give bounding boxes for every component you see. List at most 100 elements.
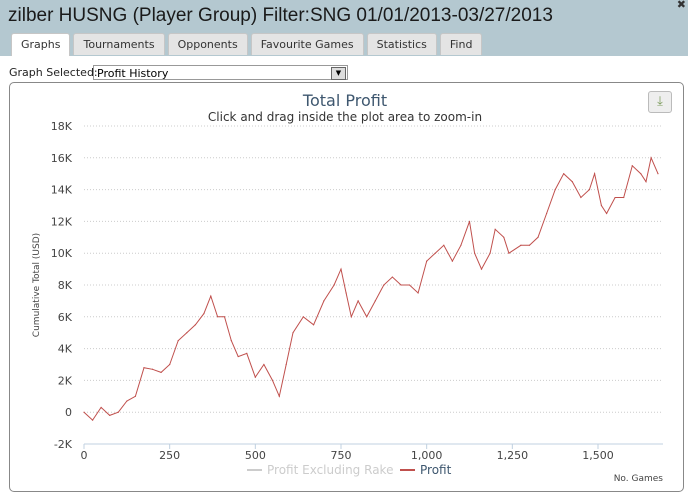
x-tick-label: 1,500 bbox=[582, 449, 614, 462]
data-point bbox=[278, 395, 280, 397]
data-point bbox=[426, 260, 428, 262]
y-tick-label: 4K bbox=[58, 343, 73, 356]
close-icon[interactable]: ✖ bbox=[676, 0, 686, 11]
data-point bbox=[503, 236, 505, 238]
tab-favourite-games[interactable]: Favourite Games bbox=[250, 33, 364, 55]
data-point bbox=[340, 268, 342, 270]
chart-title: Total Profit bbox=[302, 91, 387, 110]
data-point bbox=[451, 260, 453, 262]
data-point bbox=[528, 244, 531, 246]
x-tick-label: 250 bbox=[159, 449, 180, 462]
y-tick-label: 12K bbox=[51, 215, 73, 228]
data-point bbox=[508, 252, 510, 254]
data-point bbox=[460, 244, 462, 246]
data-point bbox=[285, 363, 287, 366]
data-point bbox=[408, 284, 411, 286]
data-point bbox=[468, 220, 471, 222]
data-point bbox=[614, 196, 616, 199]
y-tick-label: -2K bbox=[54, 438, 73, 451]
y-tick-label: 16K bbox=[51, 152, 73, 165]
data-point bbox=[443, 244, 445, 246]
chart-panel bbox=[9, 82, 684, 492]
data-point bbox=[571, 181, 573, 183]
data-point bbox=[345, 292, 347, 294]
graph-select[interactable]: Profit History ▼ bbox=[93, 65, 348, 80]
data-point bbox=[434, 252, 436, 254]
x-axis-label: No. Games bbox=[614, 474, 664, 484]
data-point bbox=[640, 173, 642, 175]
graph-select-value: Profit History bbox=[97, 67, 169, 80]
data-point bbox=[383, 284, 385, 286]
y-axis-label: Cumulative Total (USD) bbox=[32, 233, 42, 337]
data-point bbox=[391, 276, 393, 278]
data-point bbox=[593, 173, 596, 175]
y-tick-label: 6K bbox=[58, 311, 73, 324]
data-point bbox=[177, 340, 179, 342]
data-point bbox=[151, 368, 154, 370]
data-point bbox=[143, 367, 145, 369]
data-point bbox=[366, 316, 368, 318]
data-point bbox=[203, 313, 205, 315]
data-point bbox=[333, 284, 335, 286]
y-tick-label: 8K bbox=[58, 279, 73, 292]
legend-item-profit: Profit bbox=[420, 463, 452, 477]
data-point bbox=[554, 189, 556, 191]
data-point bbox=[546, 212, 548, 215]
data-point bbox=[83, 411, 85, 413]
tab-bar: Graphs Tournaments Opponents Favourite G… bbox=[11, 33, 483, 56]
data-point bbox=[520, 244, 522, 246]
data-point bbox=[254, 376, 256, 378]
data-point bbox=[588, 189, 591, 191]
x-tick-label: 750 bbox=[331, 449, 352, 462]
legend-item-profit-excluding-rake: Profit Excluding Rake bbox=[267, 463, 393, 477]
data-point bbox=[350, 316, 352, 318]
data-point bbox=[117, 411, 119, 413]
data-point bbox=[91, 419, 94, 421]
data-point bbox=[631, 165, 633, 167]
data-point bbox=[480, 268, 483, 270]
data-point bbox=[194, 324, 196, 326]
data-point bbox=[169, 363, 171, 366]
data-point bbox=[537, 236, 539, 238]
y-tick-label: 0 bbox=[65, 406, 72, 419]
data-point bbox=[323, 300, 325, 302]
data-point bbox=[650, 157, 652, 159]
data-point bbox=[186, 332, 188, 334]
data-point bbox=[563, 173, 565, 175]
data-point bbox=[230, 340, 232, 342]
title-bar: zilber HUSNG (Player Group) Filter:SNG 0… bbox=[0, 0, 688, 56]
data-point bbox=[600, 204, 603, 207]
data-point bbox=[210, 295, 212, 297]
x-tick-label: 1,250 bbox=[497, 449, 529, 462]
data-point bbox=[580, 196, 582, 199]
data-point bbox=[237, 355, 239, 358]
data-point bbox=[494, 228, 496, 230]
data-point bbox=[100, 406, 102, 409]
data-point bbox=[312, 324, 315, 326]
download-icon[interactable]: ⤓ bbox=[648, 91, 672, 113]
tab-find[interactable]: Find bbox=[439, 33, 483, 55]
tab-graphs[interactable]: Graphs bbox=[11, 33, 71, 56]
window-title: zilber HUSNG (Player Group) Filter:SNG 0… bbox=[8, 5, 553, 26]
data-point bbox=[417, 292, 419, 294]
x-tick-label: 0 bbox=[81, 449, 88, 462]
data-point bbox=[474, 252, 476, 254]
tab-opponents[interactable]: Opponents bbox=[167, 33, 248, 55]
tab-tournaments[interactable]: Tournaments bbox=[73, 33, 165, 55]
data-point bbox=[271, 379, 274, 381]
x-tick-label: 1,000 bbox=[411, 449, 443, 462]
data-point bbox=[134, 395, 136, 397]
data-point bbox=[223, 316, 226, 318]
chart-subtitle: Click and drag inside the plot area to z… bbox=[208, 110, 482, 124]
graph-select-label: Graph Selected: bbox=[9, 66, 98, 79]
data-point bbox=[374, 300, 376, 302]
chevron-down-icon[interactable]: ▼ bbox=[331, 67, 346, 80]
data-point bbox=[109, 414, 111, 416]
data-point bbox=[302, 316, 304, 318]
data-point bbox=[126, 400, 128, 402]
y-tick-label: 14K bbox=[51, 184, 73, 197]
data-point bbox=[292, 332, 294, 334]
tab-statistics[interactable]: Statistics bbox=[366, 33, 437, 55]
data-point bbox=[263, 363, 265, 366]
